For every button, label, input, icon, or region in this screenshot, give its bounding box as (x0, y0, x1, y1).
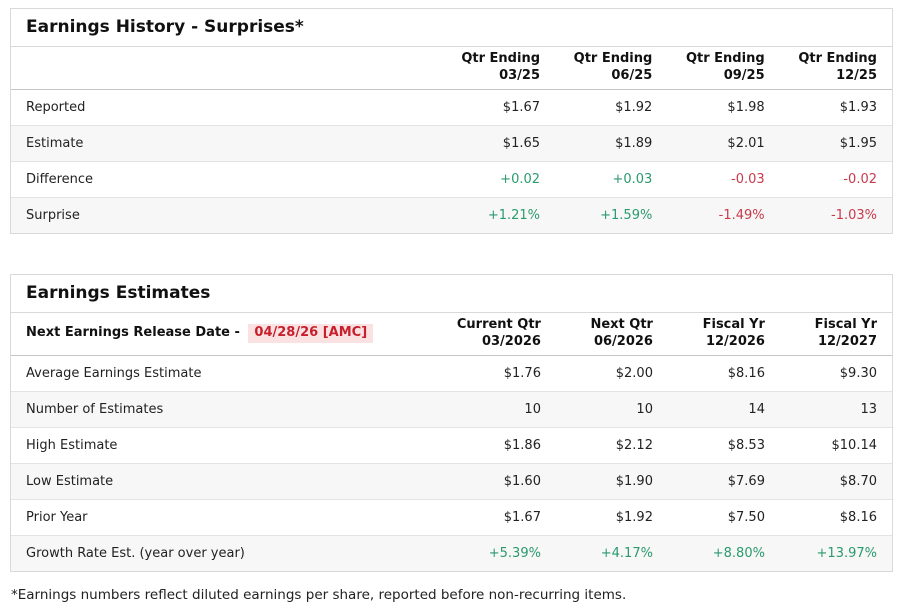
table-row: Difference +0.02 +0.03 -0.03 -0.02 (11, 160, 892, 198)
cell-value: $1.89 (555, 124, 668, 162)
table-row: Average Earnings Estimate $1.76 $2.00 $8.16… (11, 355, 892, 391)
table-row: Number of Estimates 10 10 14 13 (11, 390, 892, 428)
cell-value: -0.02 (779, 160, 892, 198)
cell-value: +0.02 (442, 160, 556, 198)
cell-value: +4.17% (555, 534, 668, 571)
row-label: Surprise (11, 196, 443, 233)
cell-value: $1.93 (839, 99, 877, 115)
cell-value: $1.98 (727, 99, 765, 115)
cell-value: -1.03% (779, 196, 892, 233)
column-header: Current Qtr 03/2026 (441, 312, 556, 356)
row-label: Low Estimate (11, 462, 442, 500)
cell-value: $7.69 (667, 462, 780, 500)
cell-value: 10 (555, 390, 668, 428)
next-earnings-release-cell: Next Earnings Release Date - 04/28/26 [A… (11, 312, 442, 356)
cell-value: +5.39% (441, 534, 556, 571)
table-row: Low Estimate $1.60 $1.90 $7.69 $8.70 (11, 462, 892, 500)
column-header: Next Qtr 06/2026 (555, 312, 668, 356)
row-label: Number of Estimates (11, 390, 442, 428)
row-label: Estimate (11, 124, 443, 162)
earnings-history-card: Earnings History - Surprises* Qtr Ending… (10, 8, 893, 234)
row-label: Prior Year (11, 498, 442, 536)
row-label: Reported (26, 99, 86, 115)
cell-value: $1.65 (442, 124, 556, 162)
cell-value: $9.30 (839, 365, 877, 381)
cell-value: $8.16 (779, 498, 892, 536)
table-row: High Estimate $1.86 $2.12 $8.53 $10.14 (11, 426, 892, 464)
cell-value: $1.67 (502, 99, 541, 115)
cell-value: $1.76 (503, 365, 541, 381)
table-row: Growth Rate Est. (year over year) +5.39% +… (11, 534, 892, 571)
cell-value: 14 (667, 390, 780, 428)
cell-value: +13.97% (779, 534, 892, 571)
cell-value: 10 (441, 390, 556, 428)
table-row: Prior Year $1.67 $1.92 $7.50 $8.16 (11, 498, 892, 536)
cell-value: $2.01 (667, 124, 780, 162)
cell-value: $1.67 (441, 498, 556, 536)
cell-value: +1.21% (442, 196, 556, 233)
earnings-footnote: *Earnings numbers reflect diluted earnin… (11, 586, 627, 603)
row-label: Average Earnings Estimate (26, 365, 202, 381)
column-header: Qtr Ending 09/25 (667, 47, 780, 90)
cell-value: 13 (779, 390, 892, 428)
table-row: Estimate $1.65 $1.89 $2.01 $1.95 (11, 124, 892, 162)
next-earnings-release-date: 04/28/26 [AMC] (248, 324, 374, 344)
earnings-history-table: Qtr Ending 03/25 Qtr Ending 06/25 Qtr En… (11, 47, 892, 233)
cell-value: $1.86 (441, 426, 556, 464)
earnings-estimates-title: Earnings Estimates (11, 275, 892, 313)
column-header: Fiscal Yr 12/2027 (779, 312, 892, 356)
cell-value: $8.53 (667, 426, 780, 464)
cell-value: -1.49% (667, 196, 780, 233)
earnings-estimates-header-row: Next Earnings Release Date - 04/28/26 [A… (11, 312, 892, 356)
cell-value: -0.03 (667, 160, 780, 198)
cell-value: $10.14 (779, 426, 892, 464)
row-label: High Estimate (11, 426, 442, 464)
cell-value: +8.80% (667, 534, 780, 571)
table-row: Surprise +1.21% +1.59% -1.49% -1.03% (11, 196, 892, 233)
cell-value: +1.59% (555, 196, 668, 233)
cell-value: $1.95 (779, 124, 892, 162)
column-header: Qtr Ending 03/25 (442, 47, 556, 90)
cell-value: $8.16 (727, 365, 765, 381)
earnings-history-header-row: Qtr Ending 03/25 Qtr Ending 06/25 Qtr En… (11, 47, 892, 90)
row-label: Growth Rate Est. (year over year) (11, 534, 442, 571)
cell-value: $2.00 (615, 365, 653, 381)
cell-value: $2.12 (555, 426, 668, 464)
header-empty-cell (11, 47, 443, 90)
cell-value: $1.60 (441, 462, 556, 500)
earnings-history-title: Earnings History - Surprises* (11, 9, 892, 47)
cell-value: $1.92 (615, 99, 653, 115)
row-label: Difference (11, 160, 443, 198)
next-earnings-release-label: Next Earnings Release Date - (26, 325, 240, 341)
column-header: Qtr Ending 06/25 (555, 47, 668, 90)
cell-value: $8.70 (779, 462, 892, 500)
cell-value: $1.92 (555, 498, 668, 536)
column-header: Qtr Ending 12/25 (779, 47, 892, 90)
earnings-estimates-table: Next Earnings Release Date - 04/28/26 [A… (11, 312, 892, 571)
earnings-estimates-card: Earnings Estimates Next Earnings Release… (10, 273, 893, 572)
cell-value: +0.03 (555, 160, 668, 198)
cell-value: $1.90 (555, 462, 668, 500)
cell-value: $7.50 (667, 498, 780, 536)
table-row: Reported $1.67 $1.92 $1.98 $1.93 (11, 89, 892, 125)
column-header: Fiscal Yr 12/2026 (667, 312, 780, 356)
